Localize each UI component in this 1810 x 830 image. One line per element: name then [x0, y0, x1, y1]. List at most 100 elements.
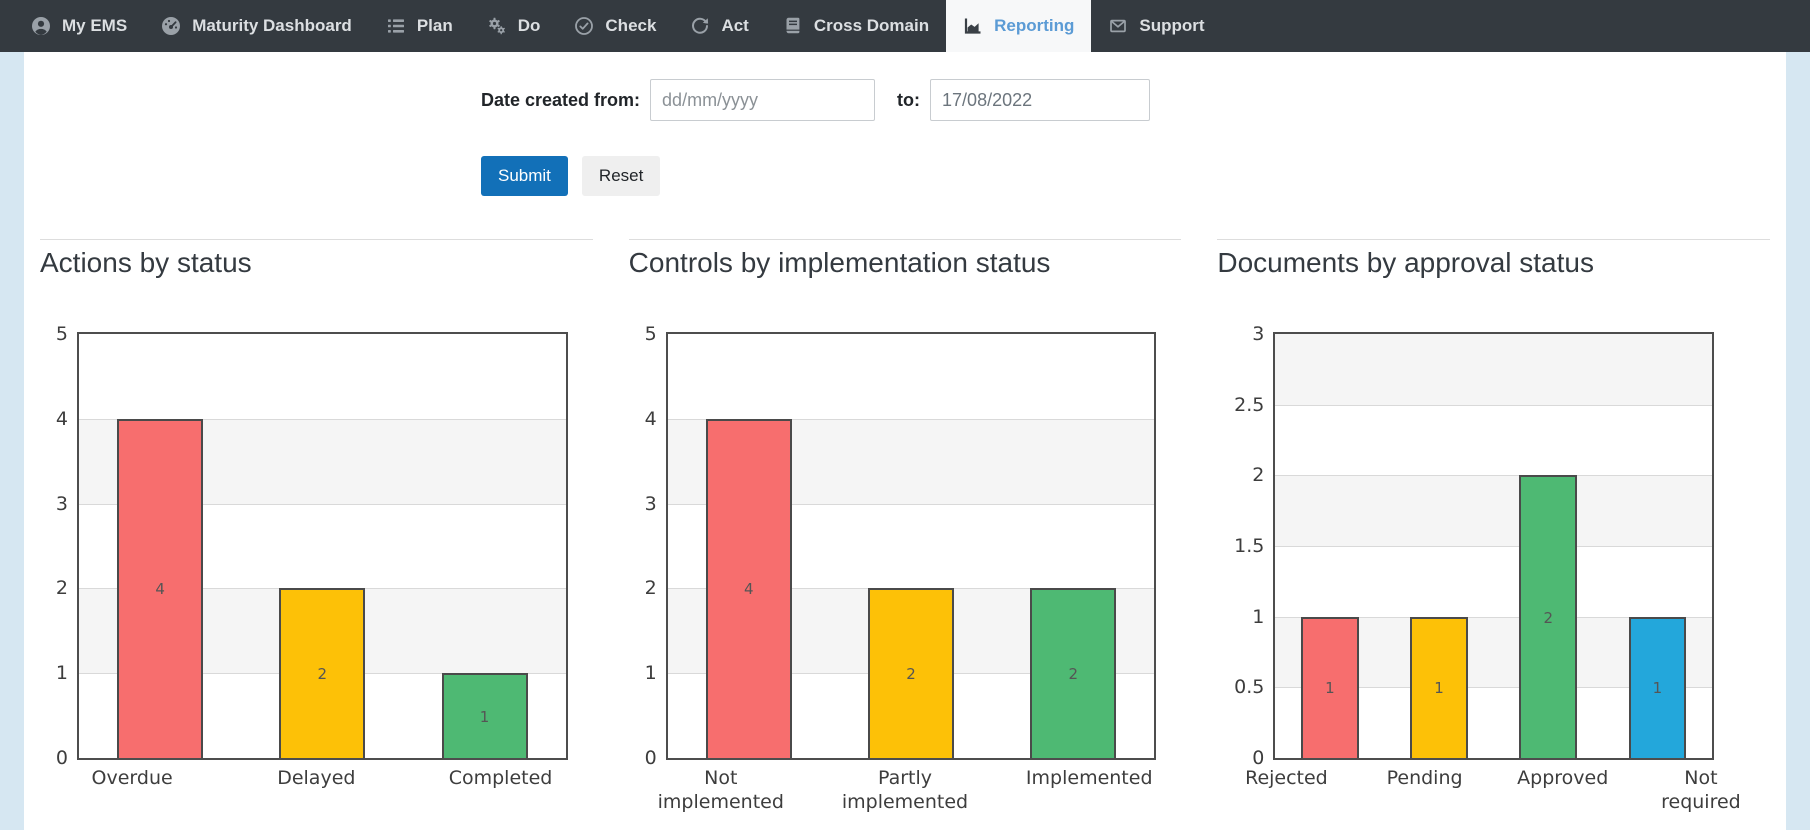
y-axis-tick-label: 2: [56, 577, 68, 599]
y-axis-tick-label: 2: [645, 577, 657, 599]
plot-area-wrap: 112132.521.510.50: [1273, 332, 1714, 760]
y-axis-tick-label: 1: [645, 662, 657, 684]
bar-value-label: 2: [870, 665, 952, 683]
submit-button[interactable]: Submit: [481, 156, 568, 196]
nav-item-label: Reporting: [994, 16, 1074, 36]
x-category-label: Not implemented: [646, 767, 796, 815]
y-axis-tick-label: 1: [1252, 606, 1264, 628]
y-axis-tick-label: 5: [645, 323, 657, 345]
x-axis-labels: RejectedPendingApprovedNot required: [1217, 767, 1770, 821]
check-circle-icon: [574, 16, 594, 36]
x-category-label: Delayed: [241, 767, 391, 791]
bar-value-label: 1: [1303, 679, 1357, 697]
y-axis-tick-label: 4: [56, 408, 68, 430]
grid-line: [1275, 546, 1712, 547]
plot-band: [668, 334, 1155, 419]
x-category-label: Implemented: [1014, 767, 1164, 791]
date-to-label: to:: [897, 90, 920, 111]
nav-item-act[interactable]: Act: [673, 0, 765, 52]
bar-overdue: 4: [117, 419, 203, 758]
filter-buttons-row: Submit Reset: [481, 156, 1786, 196]
chart-title: Documents by approval status: [1217, 246, 1770, 280]
gears-icon: [487, 16, 507, 36]
y-axis-tick-label: 2.5: [1234, 394, 1264, 416]
nav-item-cross-domain[interactable]: Cross Domain: [766, 0, 946, 52]
nav-item-maturity-dashboard[interactable]: Maturity Dashboard: [144, 0, 369, 52]
bar-value-label: 2: [1521, 609, 1575, 627]
plot-band: [79, 334, 566, 419]
nav-item-my-ems[interactable]: My EMS: [14, 0, 144, 52]
bar-value-label: 2: [1032, 665, 1114, 683]
bar-value-label: 4: [119, 580, 201, 598]
x-axis-labels: OverdueDelayedCompleted: [40, 767, 593, 821]
nav-item-plan[interactable]: Plan: [369, 0, 470, 52]
plot-band: [1275, 405, 1712, 476]
plot-band: [1275, 334, 1712, 405]
reset-button[interactable]: Reset: [582, 156, 660, 196]
list-icon: [386, 16, 406, 36]
y-axis-tick-label: 0.5: [1234, 676, 1264, 698]
plot-area-wrap: 421543210: [77, 332, 568, 760]
nav-item-label: Do: [518, 16, 541, 36]
bar-chart-icon: [963, 16, 983, 36]
date-to-input[interactable]: [930, 79, 1150, 121]
x-category-label: Not required: [1651, 767, 1751, 815]
bar-not-required: 1: [1629, 617, 1687, 758]
book-icon: [783, 16, 803, 36]
x-category-label: Approved: [1513, 767, 1613, 791]
y-axis-tick-label: 4: [645, 408, 657, 430]
x-axis-labels: Not implemented Partly implemented Impleme…: [629, 767, 1182, 821]
plot-area: 4 2 1: [77, 332, 568, 760]
y-axis-tick-label: 0: [645, 747, 657, 769]
plot-area-wrap: 422543210: [666, 332, 1157, 760]
bar-value-label: 2: [281, 665, 363, 683]
bar-implemented: 2: [1030, 588, 1116, 758]
bar-value-label: 1: [1412, 679, 1466, 697]
x-category-label: Rejected: [1236, 767, 1336, 791]
bar-approved: 2: [1519, 475, 1577, 758]
date-from-label: Date created from:: [481, 90, 640, 111]
date-filter-row: Date created from: to:: [481, 78, 1786, 122]
envelope-icon: [1108, 16, 1128, 36]
y-axis-tick-label: 0: [56, 747, 68, 769]
nav-item-label: Plan: [417, 16, 453, 36]
charts-grid: Actions by status421543210OverdueDelayed…: [24, 239, 1786, 821]
plot-band: [1275, 475, 1712, 546]
nav-item-label: Check: [605, 16, 656, 36]
bar-rejected: 1: [1301, 617, 1359, 758]
bar-value-label: 4: [708, 580, 790, 598]
y-axis-tick-label: 5: [56, 323, 68, 345]
x-category-label: Overdue: [57, 767, 207, 791]
nav-item-label: Cross Domain: [814, 16, 929, 36]
y-axis-tick-label: 1: [56, 662, 68, 684]
chart-panel-2: Controls by implementation status 4 2 2 5 4 3 2…: [629, 239, 1182, 821]
plot-area: 1 1 2 1: [1273, 332, 1714, 760]
bar-partly-implemented: 2: [868, 588, 954, 758]
chart-title: Actions by status: [40, 246, 593, 280]
y-axis-tick-label: 2: [1252, 464, 1264, 486]
panel-divider: [1217, 239, 1770, 240]
chart-panel-3: Documents by approval status112132.521.5…: [1217, 239, 1770, 821]
content-panel: Date created from: to: Submit Reset Acti…: [24, 52, 1786, 830]
nav-item-do[interactable]: Do: [470, 0, 558, 52]
date-from-input[interactable]: [650, 79, 875, 121]
gauge-icon: [161, 16, 181, 36]
bar-delayed: 2: [279, 588, 365, 758]
y-axis-tick-label: 3: [645, 493, 657, 515]
chart-panel-1: Actions by status421543210OverdueDelayed…: [40, 239, 593, 821]
nav-item-reporting[interactable]: Reporting: [946, 0, 1091, 52]
x-category-label: Partly implemented: [830, 767, 980, 815]
panel-divider: [629, 239, 1182, 240]
nav-item-support[interactable]: Support: [1091, 0, 1221, 52]
nav-item-label: Act: [721, 16, 748, 36]
top-nav-bar: My EMSMaturity Dashboard Plan Do Check Act Cr…: [0, 0, 1810, 52]
chart-title: Controls by implementation status: [629, 246, 1182, 280]
user-circle-icon: [31, 16, 51, 36]
grid-line: [1275, 405, 1712, 406]
plot-band: [1275, 546, 1712, 617]
nav-item-label: Support: [1139, 16, 1204, 36]
y-axis-tick-label: 3: [1252, 323, 1264, 345]
grid-line: [1275, 475, 1712, 476]
nav-item-check[interactable]: Check: [557, 0, 673, 52]
bar-completed: 1: [442, 673, 528, 758]
